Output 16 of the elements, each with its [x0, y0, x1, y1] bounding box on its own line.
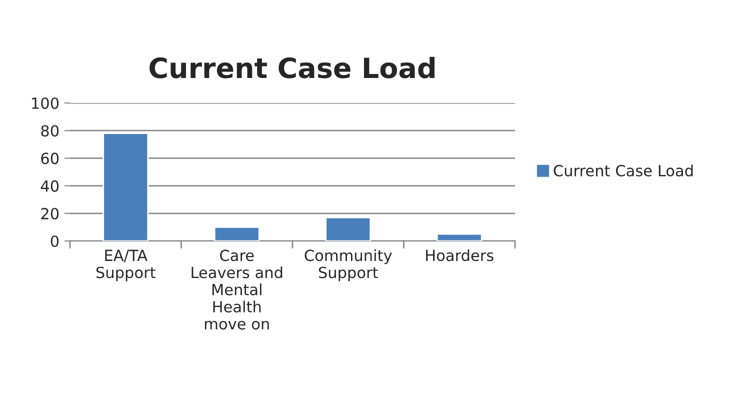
x-tick-label: Hoarders [426, 249, 494, 262]
legend-label: Current Case Load [554, 164, 693, 176]
x-tick-label: EA/TA Support [96, 250, 156, 282]
x-tick-label: Community Support [304, 249, 392, 282]
y-tick-label: 20 [41, 208, 59, 220]
bar [436, 233, 482, 241]
y-tick-label: 40 [40, 180, 59, 192]
y-tick-label: 0 [50, 235, 59, 248]
chart-title: Current Case Load [150, 56, 435, 78]
y-tick-label: 60 [41, 152, 59, 164]
bar [325, 216, 372, 241]
bar [214, 226, 260, 241]
y-tick-label: 100 [32, 97, 59, 110]
bar [102, 132, 149, 241]
x-tick-label: Care Leavers and Mental Health move on [192, 250, 282, 330]
y-tick-label: 80 [41, 125, 59, 137]
